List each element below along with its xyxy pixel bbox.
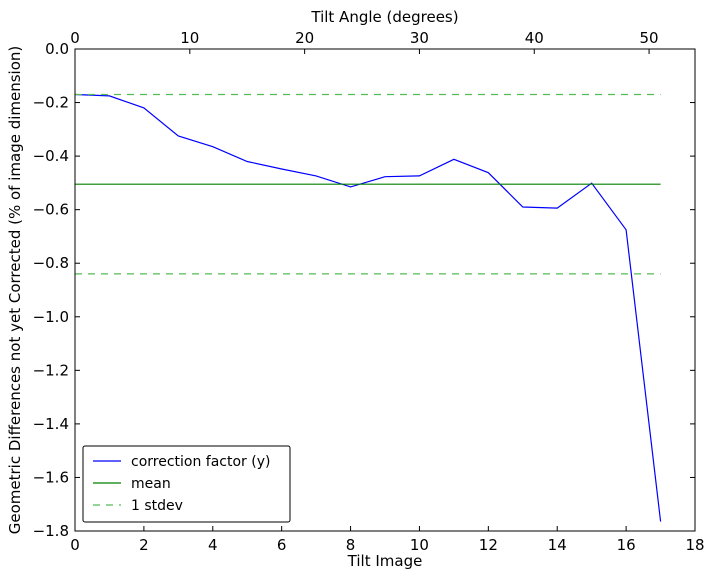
y-axis-title: Geometric Differences not yet Corrected … xyxy=(6,46,24,535)
y-tick-label: −1.8 xyxy=(33,522,69,540)
x-tick-label: 8 xyxy=(346,536,356,554)
y-tick-label: −1.0 xyxy=(33,308,69,326)
legend-label: 1 stdev xyxy=(131,498,183,514)
y-tick-label: −1.2 xyxy=(33,361,69,379)
y-tick-label: −0.8 xyxy=(33,254,69,272)
x-tick-label: 12 xyxy=(479,536,498,554)
y-tick-label: −0.4 xyxy=(33,147,69,165)
plot-frame xyxy=(74,48,696,532)
x2-tick-label: 30 xyxy=(410,29,429,47)
x-tick-label: 16 xyxy=(617,536,636,554)
x-tick-label: 2 xyxy=(139,536,149,554)
x-axis-title: Tilt Image xyxy=(347,552,423,570)
series-line-0 xyxy=(74,93,662,522)
legend-box xyxy=(82,445,291,523)
y-tick-label: −0.2 xyxy=(33,94,69,112)
legend-label: mean xyxy=(131,476,171,492)
x-tick-label: 18 xyxy=(685,536,704,554)
legend: correction factor (y) mean 1 stdev xyxy=(82,445,291,523)
y-tick-label: −0.6 xyxy=(33,201,69,219)
x2-tick-label: 10 xyxy=(180,29,199,47)
x2-tick-label: 50 xyxy=(640,29,659,47)
y-tick-label: −1.4 xyxy=(33,415,69,433)
legend-label: correction factor (y) xyxy=(131,454,270,470)
y-tick-label: −1.6 xyxy=(33,468,69,486)
ticks-layer: 0 2 4 6 8 10 12 14 16 18 0 10 20 30 40 50 0.0 −0.2 −0.4 −0.… xyxy=(33,29,705,554)
x-tick-label: 4 xyxy=(208,536,218,554)
x-tick-label: 14 xyxy=(548,536,567,554)
x-tick-label: 0 xyxy=(70,536,80,554)
x-tick-label: 6 xyxy=(277,536,287,554)
x2-tick-label: 20 xyxy=(295,29,314,47)
series-layer xyxy=(74,93,662,522)
x2-tick-label: 0 xyxy=(70,29,80,47)
x2-tick-label: 40 xyxy=(525,29,544,47)
x2-axis-title: Tilt Angle (degrees) xyxy=(310,8,458,26)
y-tick-label: 0.0 xyxy=(45,40,69,58)
x-tick-label: 10 xyxy=(410,536,429,554)
